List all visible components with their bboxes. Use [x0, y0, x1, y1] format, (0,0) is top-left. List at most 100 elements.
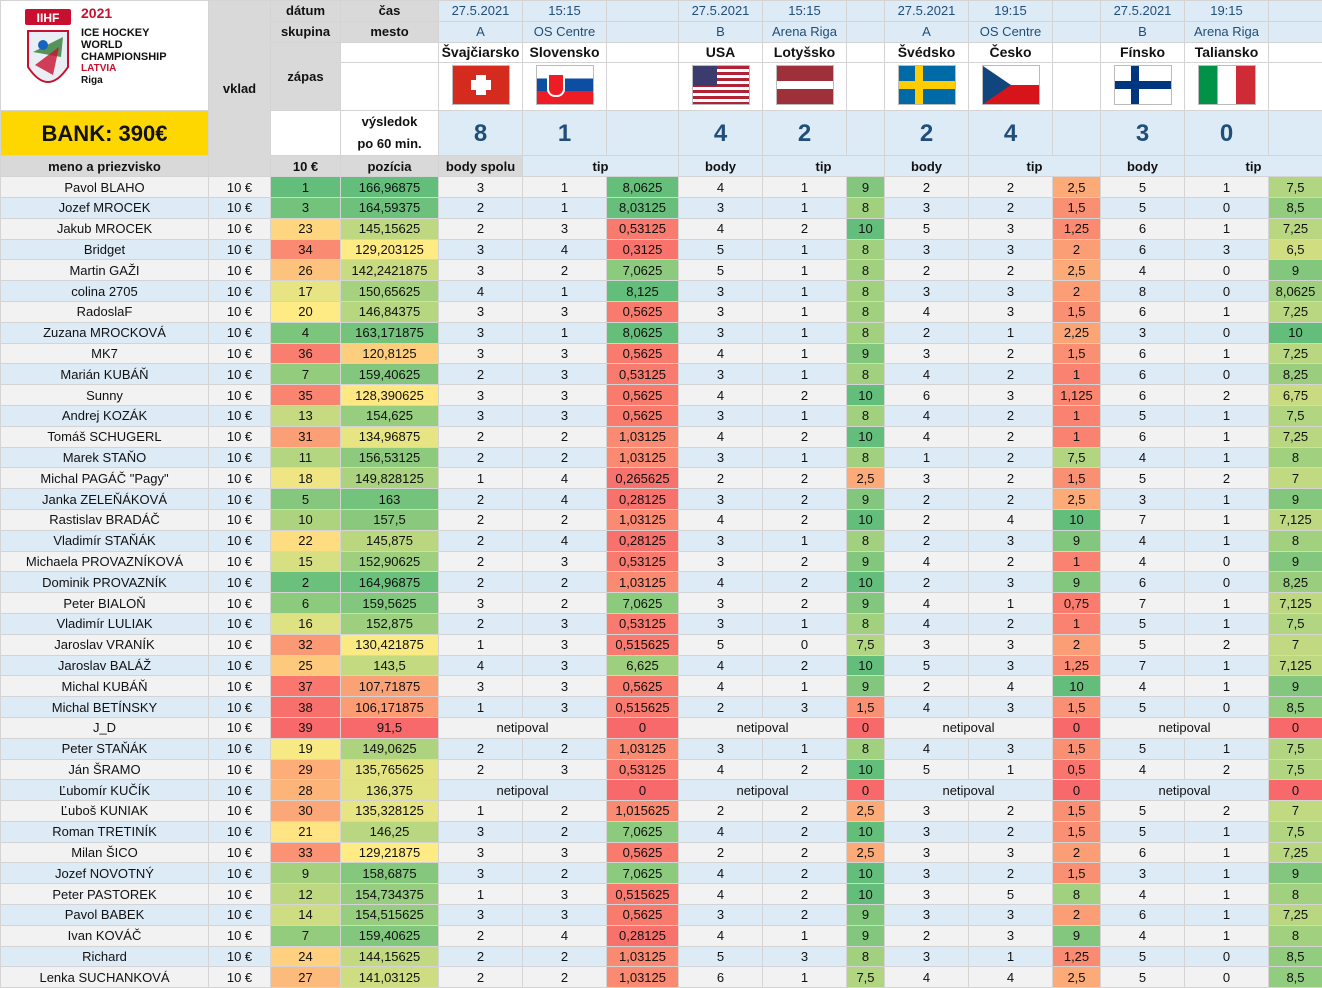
match-points: 0 [606, 779, 679, 802]
participant-name: Marián KUBÁŇ [0, 363, 209, 386]
participant-total: 120,8125 [340, 342, 439, 365]
participant-position: 20 [270, 300, 341, 323]
tip-home: 5 [1100, 820, 1185, 843]
participant-vklad: 10 € [208, 675, 271, 698]
participant-name: colina 2705 [0, 280, 209, 302]
match-points: 9 [846, 675, 885, 698]
participant-vklad: 10 € [208, 467, 271, 490]
match-points: 2,5 [1052, 966, 1101, 988]
tip-home: 2 [884, 529, 969, 552]
tip-home: 4 [1100, 758, 1185, 781]
participant-name: Michal BETÍNSKY [0, 696, 209, 718]
participant-row: Martin GAŽI 10 €26 142,2421875 3 2 7,0625 5 1 8 2… [0, 259, 1322, 282]
tip-home: 6 [1100, 342, 1185, 365]
match-points: 8 [1268, 446, 1322, 469]
sweden-flag-icon [897, 65, 956, 106]
participant-position: 31 [270, 425, 341, 448]
participant-name: RadoslaF [0, 300, 209, 323]
match-points: 8 [846, 196, 885, 219]
match-points: 0,515625 [606, 883, 679, 906]
tip-away: 2 [762, 592, 847, 614]
match-points: 1,125 [1052, 384, 1101, 406]
tip-away: 3 [522, 612, 607, 635]
tip-home: 6 [1100, 425, 1185, 448]
participant-total: 143,5 [340, 654, 439, 677]
tip-home: 2 [678, 696, 763, 718]
match-points: 8 [846, 321, 885, 344]
home-score: 2 [884, 110, 969, 157]
participant-row: Michal KUBÁŇ 10 €37 107,71875 3 3 0,5625 4 1 9 2 4… [0, 675, 1322, 698]
tip-home: 3 [884, 280, 969, 302]
participant-position: 36 [270, 342, 341, 365]
vysledok-label: výsledok [361, 114, 418, 130]
match-points: 1,5 [1052, 820, 1101, 843]
tip-away: 2 [522, 425, 607, 448]
tip-away: 2 [762, 758, 847, 781]
tip-away: 1 [1184, 217, 1269, 240]
participant-total: 145,15625 [340, 217, 439, 240]
tip-away: 4 [522, 467, 607, 490]
participant-position: 12 [270, 883, 341, 906]
participant-row: Peter BIALOŇ 10 €6 159,5625 3 2 7,0625 3 2 9 4 1 0,… [0, 592, 1322, 614]
tip-home: 3 [678, 550, 763, 573]
participant-row: Jakub MROCEK 10 €23 145,15625 2 3 0,53125 4 2 10… [0, 217, 1322, 240]
participant-vklad: 10 € [208, 820, 271, 843]
tip-header: tip [968, 155, 1101, 178]
participant-total: 129,21875 [340, 841, 439, 864]
participant-vklad: 10 € [208, 696, 271, 718]
tip-away: 2 [968, 800, 1053, 822]
tip-home: 1 [438, 696, 523, 718]
participant-position: 10 [270, 508, 341, 531]
participant-total: 107,71875 [340, 675, 439, 698]
match-time: 15:15 [762, 0, 847, 22]
participant-vklad: 10 € [208, 571, 271, 594]
participant-position: 1 [270, 176, 341, 198]
participant-row: Jozef MROCEK 10 €3 164,59375 2 1 8,03125 3 1 8 3 2… [0, 196, 1322, 219]
match-points: 1 [1052, 425, 1101, 448]
match-points: 8 [846, 446, 885, 469]
tip-none: netipoval [884, 716, 1053, 739]
match-points: 0 [606, 716, 679, 739]
tip-away: 3 [522, 217, 607, 240]
participant-position: 11 [270, 446, 341, 469]
match-points: 0,5 [1052, 758, 1101, 781]
participant-row: Michal PAGÁČ "Pagy" 10 €18 149,828125 1 4 0,2… [0, 467, 1322, 490]
match-points: 10 [846, 820, 885, 843]
tip-away: 1 [1184, 737, 1269, 760]
match-points: 8,25 [1268, 363, 1322, 386]
participant-total: 159,40625 [340, 924, 439, 947]
tip-away: 2 [968, 862, 1053, 885]
tip-home: 5 [678, 945, 763, 968]
match-points: 7 [1268, 633, 1322, 656]
match-group: B [678, 20, 763, 43]
tip-home: 3 [438, 259, 523, 282]
away-team: Lotyšsko [762, 41, 847, 64]
tip-home: 3 [884, 841, 969, 864]
tip-none: netipoval [438, 779, 607, 802]
participant-position: 27 [270, 966, 341, 988]
tip-away: 1 [1184, 904, 1269, 926]
match-points: 1,25 [1052, 654, 1101, 677]
match-points: 9 [846, 592, 885, 614]
match-points: 7,125 [1268, 592, 1322, 614]
participant-total: 91,5 [340, 716, 439, 739]
tip-none: netipoval [438, 716, 607, 739]
participant-vklad: 10 € [208, 945, 271, 968]
tip-away: 1 [1184, 820, 1269, 843]
participant-position: 17 [270, 280, 341, 302]
away-score: 2 [762, 110, 847, 157]
tip-home: 2 [438, 217, 523, 240]
participant-total: 142,2421875 [340, 259, 439, 282]
tip-home: 6 [1100, 571, 1185, 594]
tip-home: 3 [438, 404, 523, 427]
tip-home: 5 [884, 654, 969, 677]
italy-flag-icon [1197, 65, 1256, 106]
vklad-value-header: 10 € [270, 155, 341, 178]
match-points: 8 [846, 280, 885, 302]
tip-home: 4 [884, 363, 969, 386]
participant-vklad: 10 € [208, 758, 271, 781]
tip-away: 1 [522, 321, 607, 344]
tip-away: 2 [522, 508, 607, 531]
match-points: 0,28125 [606, 529, 679, 552]
match-points: 1,5 [1052, 862, 1101, 885]
